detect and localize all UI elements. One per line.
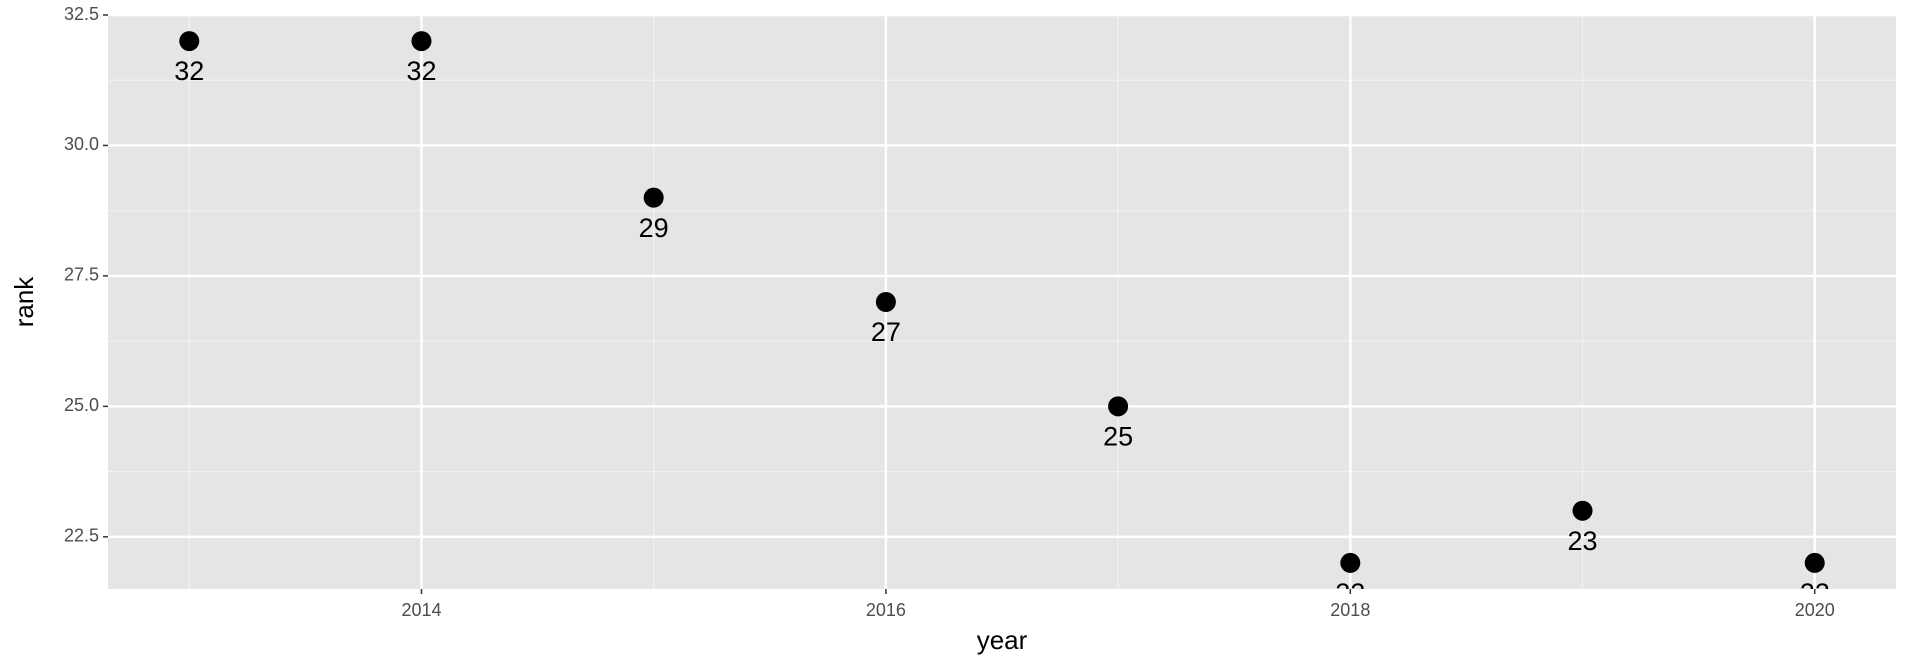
- data-label: 22: [1800, 578, 1830, 608]
- panel: [108, 15, 1896, 589]
- data-label: 32: [406, 56, 436, 86]
- x-axis-title: year: [977, 625, 1028, 655]
- y-tick-label: 30.0: [64, 134, 99, 154]
- x-tick-label: 2018: [1330, 600, 1370, 620]
- x-tick-label: 2014: [401, 600, 441, 620]
- data-label: 23: [1567, 526, 1597, 556]
- x-tick-label: 2020: [1795, 600, 1835, 620]
- data-label: 32: [174, 56, 204, 86]
- data-label: 27: [871, 317, 901, 347]
- data-label: 25: [1103, 421, 1133, 451]
- point: [1804, 552, 1825, 573]
- point: [179, 31, 200, 52]
- data-label: 29: [639, 213, 669, 243]
- x-tick-label: 2016: [866, 600, 906, 620]
- point: [875, 292, 896, 312]
- y-tick-label: 32.5: [64, 4, 99, 24]
- point: [1340, 552, 1361, 573]
- point: [1108, 396, 1129, 417]
- point: [411, 31, 432, 52]
- y-tick-label: 22.5: [64, 526, 99, 546]
- y-tick-label: 25.0: [64, 395, 99, 415]
- y-axis-title: rank: [9, 276, 39, 328]
- point: [643, 187, 664, 208]
- data-label: 22: [1335, 578, 1365, 608]
- point: [1572, 500, 1593, 521]
- y-tick-label: 27.5: [64, 265, 99, 285]
